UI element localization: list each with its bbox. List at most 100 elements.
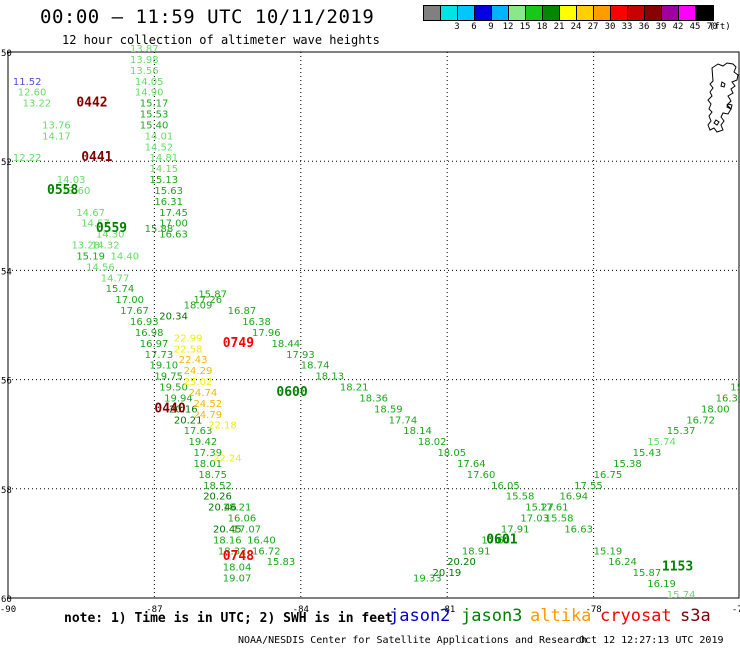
- latitude-label: 52: [1, 158, 12, 168]
- wave-height-value: 16.63: [564, 524, 593, 535]
- legend-swatch: [628, 6, 645, 20]
- wave-height-value: 19.50: [159, 383, 188, 394]
- wave-height-value: 17.55: [574, 481, 603, 492]
- wave-height-value: 17.00: [115, 295, 144, 306]
- wave-height-value: 17.67: [120, 306, 149, 317]
- legend-label: 6: [471, 22, 477, 32]
- wave-height-points: 13.8713.9813.5614.0514.9015.1715.5315.40…: [13, 44, 740, 601]
- wave-height-value: 17.96: [252, 328, 281, 339]
- legend-swatch: [424, 6, 441, 20]
- wave-height-value: 22.18: [208, 421, 237, 432]
- wave-height-value: 18.14: [403, 426, 432, 437]
- wave-height-value: 18.21: [223, 503, 252, 514]
- axis-labels: 50 52 54 56 58 60-90 -87 -84 -81 -78 -75: [0, 49, 740, 615]
- wave-height-value: 16.63: [159, 230, 188, 241]
- legend-label: 27: [587, 22, 599, 32]
- legend-swatch: [492, 6, 509, 20]
- pass-time-label: 0601: [486, 532, 517, 547]
- pass-time-label: 0559: [96, 221, 127, 236]
- wave-height-value: 19.33: [413, 574, 442, 585]
- wave-height-value: 17.00: [159, 219, 188, 230]
- wave-height-value: 13.28: [71, 241, 100, 252]
- wave-height-value: 20.21: [174, 415, 203, 426]
- legend-label: 24: [570, 22, 582, 32]
- pass-time-label: 0558: [47, 183, 78, 198]
- wave-height-value: 16.72: [686, 415, 715, 426]
- legend-swatch: [543, 6, 560, 20]
- wave-height-value: 15.74: [647, 437, 676, 448]
- wave-height-value: 16.97: [140, 339, 169, 350]
- wave-height-value: 15.13: [150, 175, 179, 186]
- wave-height-value: 15.67: [730, 383, 740, 394]
- wave-height-value: 18.13: [315, 372, 344, 383]
- coastline-shape: [707, 62, 739, 133]
- wave-height-value: 18.00: [701, 404, 730, 415]
- legend-swatch: [509, 6, 526, 20]
- latitude-label: 58: [1, 486, 12, 496]
- wave-height-value: 17.26: [193, 295, 222, 306]
- longitude-label: -75: [732, 605, 740, 615]
- wave-height-value: 22.99: [174, 333, 203, 344]
- map-subtitle: 12 hour collection of altimeter wave hei…: [62, 33, 380, 47]
- legend-label: 33: [621, 22, 633, 32]
- wave-height-value: 13.98: [130, 55, 159, 66]
- wave-height-value: 15.74: [667, 590, 696, 601]
- pass-time-label: 0441: [81, 150, 112, 165]
- wave-height-value: 15.27: [525, 503, 554, 514]
- wave-height-value: 15.74: [106, 284, 135, 295]
- wave-height-value: 16.06: [228, 514, 257, 525]
- wave-height-value: 14.05: [135, 77, 164, 88]
- wave-height-value: 14.32: [91, 241, 120, 252]
- legend-swatch: [577, 6, 594, 20]
- wave-height-value: 18.32: [218, 546, 247, 557]
- wave-height-value: 18.75: [198, 470, 227, 481]
- wave-height-value: 16.38: [242, 317, 271, 328]
- wave-height-value: 24.79: [193, 410, 222, 421]
- legend-label: 3: [454, 22, 460, 32]
- wave-height-value: 15.87: [198, 290, 227, 301]
- longitude-label: -81: [439, 605, 455, 615]
- wave-height-value: 15.40: [140, 120, 169, 131]
- wave-height-value: 15.83: [267, 557, 296, 568]
- wave-height-value: 19.75: [154, 372, 183, 383]
- pass-time-label: 0748: [223, 549, 254, 564]
- wave-height-value: 18.04: [223, 563, 252, 574]
- wave-height-value: 16.87: [228, 306, 257, 317]
- wave-height-value: 16.40: [247, 535, 276, 546]
- legend-label: 18: [536, 22, 548, 32]
- wave-height-value: 14.52: [145, 142, 174, 153]
- coastline: [707, 62, 739, 133]
- map-grid: [7, 51, 740, 599]
- legend-label: 39: [655, 22, 667, 32]
- wave-height-value: 20.16: [169, 404, 198, 415]
- wave-height-value: 12.22: [13, 153, 42, 164]
- wave-height-value: 16.75: [594, 470, 623, 481]
- wave-height-value: 15.19: [594, 546, 623, 557]
- wave-height-value: 20.46: [208, 503, 237, 514]
- wave-height-value: 20.19: [433, 568, 462, 579]
- legend-swatch: [594, 6, 611, 20]
- wave-height-value: 17.60: [467, 470, 496, 481]
- wave-height-value: 15.17: [140, 99, 169, 110]
- wave-height-value: 18.05: [437, 448, 466, 459]
- wave-height-value: 19.94: [164, 393, 193, 404]
- wave-height-value: 14.90: [135, 88, 164, 99]
- wave-height-value: 11.52: [13, 77, 42, 88]
- satellite-altika: altika: [530, 606, 592, 626]
- wave-height-value: 17.07: [232, 524, 261, 535]
- wave-height-value: 18.16: [213, 535, 242, 546]
- wave-height-value: 20.20: [447, 557, 476, 568]
- legend-swatch: [526, 6, 543, 20]
- legend-label: 15: [519, 22, 531, 32]
- wave-height-value: 17.74: [389, 415, 418, 426]
- pass-time-label: 0442: [76, 96, 107, 111]
- wave-height-value: 18.74: [301, 361, 330, 372]
- latitude-label: 50: [1, 49, 12, 59]
- wave-height-value: 20.26: [203, 492, 232, 503]
- legend-label: 42: [672, 22, 684, 32]
- wave-height-value: 16.19: [647, 579, 676, 590]
- wave-height-value: 14.01: [145, 131, 174, 142]
- map-title: 00:00 – 11:59 UTC 10/11/2019: [40, 6, 375, 28]
- wave-height-value: 13.76: [42, 120, 71, 131]
- wave-height-value: 14.15: [150, 164, 179, 175]
